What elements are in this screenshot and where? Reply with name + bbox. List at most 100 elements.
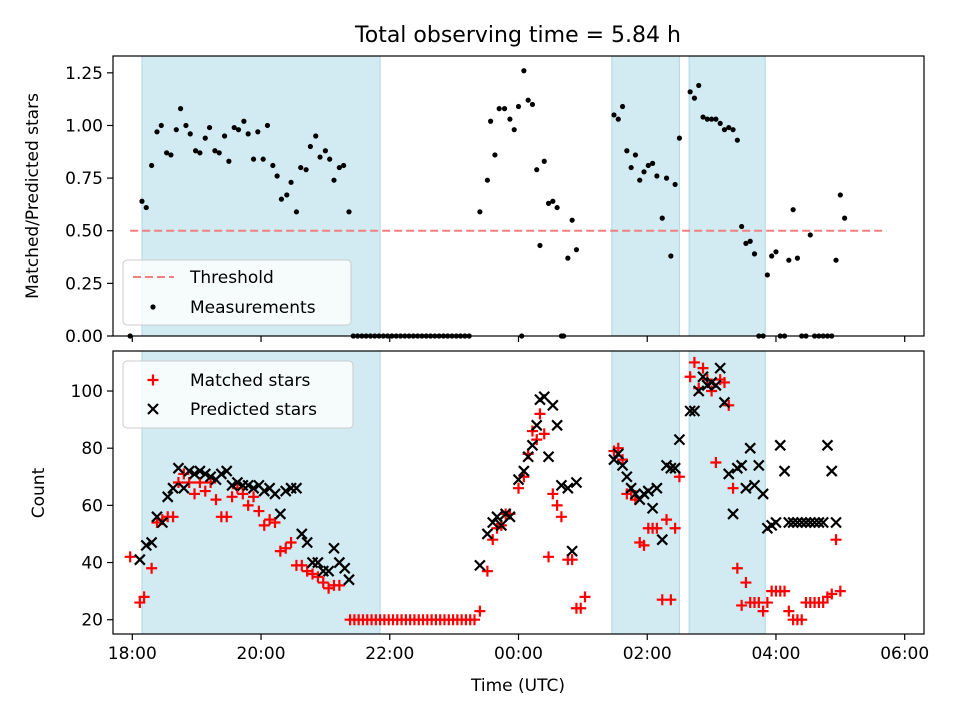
matched-star-point: [296, 559, 308, 571]
measurement-point: [569, 217, 575, 223]
measurement-point: [632, 152, 639, 158]
measurement-point: [807, 232, 813, 238]
y-tick-label: 0.25: [65, 274, 103, 294]
measurement-point: [168, 152, 174, 158]
matched-star-point: [718, 376, 730, 388]
predicted-star-point: [547, 399, 559, 412]
matched-star-point: [124, 551, 136, 563]
measurement-point: [624, 148, 630, 154]
predicted-star-point: [669, 462, 681, 474]
matched-star-point: [651, 522, 663, 534]
predicted-star-point: [651, 482, 663, 494]
x-tick-label: 00:00: [494, 644, 543, 664]
measurement-point: [331, 177, 337, 183]
predicted-star-point: [512, 473, 525, 486]
legend-measurements-label: Measurements: [190, 298, 316, 318]
measurement-point: [747, 238, 753, 244]
measurement-point: [545, 200, 552, 206]
matched-star-point: [538, 428, 550, 440]
measurement-point: [313, 133, 319, 139]
matched-star-point: [487, 534, 499, 546]
legend-box: [122, 259, 352, 326]
measurement-point: [726, 124, 732, 131]
measurement-point: [264, 122, 271, 129]
measurement-point: [611, 112, 617, 118]
matched-star-point: [210, 494, 222, 506]
predicted-star-point: [804, 516, 817, 529]
matched-star-point: [167, 511, 179, 523]
matched-star-point: [547, 488, 559, 500]
predicted-star-point: [757, 488, 769, 500]
matched-star-point: [253, 505, 265, 517]
matched-star-point: [194, 476, 206, 488]
measurement-point: [663, 175, 670, 181]
predicted-star-point: [322, 565, 335, 577]
predicted-star-point: [787, 516, 799, 529]
predicted-star-point: [312, 556, 324, 569]
measurement-point: [794, 255, 801, 261]
measurement-point: [183, 122, 189, 129]
legend-threshold-label: Threshold: [189, 268, 274, 288]
predicted-star-point: [744, 442, 756, 454]
predicted-star-point: [688, 405, 701, 417]
predicted-star-point: [808, 516, 821, 529]
predicted-star-point: [612, 448, 625, 460]
measurement-point: [235, 127, 242, 133]
measurement-point: [477, 209, 483, 215]
matched-star-point: [731, 562, 743, 574]
measurement-point: [193, 148, 199, 154]
measurement-point: [739, 223, 745, 230]
measurement-point: [696, 82, 702, 89]
matched-star-point: [736, 599, 748, 611]
measurement-point: [221, 133, 228, 139]
matched-star-point: [258, 519, 270, 531]
predicted-star-point: [504, 511, 516, 523]
measurement-point: [322, 148, 329, 154]
predicted-star-point: [530, 419, 543, 432]
predicted-star-point: [830, 516, 842, 529]
measurement-point: [278, 196, 285, 202]
measurement-point: [154, 129, 160, 135]
predicted-star-point: [518, 465, 530, 477]
predicted-star-point: [555, 479, 568, 492]
chart-title: Total observing time = 5.84 h: [354, 23, 681, 48]
x-tick-label: 18:00: [108, 644, 157, 664]
matched-star-point: [761, 597, 773, 609]
predicted-star-point: [778, 465, 791, 477]
predicted-star-point: [791, 516, 804, 529]
matched-star-point: [661, 514, 673, 526]
measurement-point: [492, 152, 498, 158]
matched-star-point: [221, 511, 233, 523]
predicted-star-point: [621, 471, 633, 483]
measurement-point: [336, 164, 342, 171]
measurement-point: [641, 169, 647, 175]
measurement-point: [143, 204, 149, 211]
predicted-star-point: [551, 419, 563, 432]
matched-star-point: [172, 476, 184, 488]
matched-star-point: [481, 565, 493, 577]
predicted-star-point: [684, 405, 696, 417]
x-tick-label: 20:00: [237, 644, 286, 664]
measurement-point: [139, 198, 145, 204]
y-tick-label: 60: [81, 496, 103, 516]
measurement-point: [212, 148, 218, 154]
matched-star-point: [534, 408, 546, 420]
predicted-star-point: [290, 482, 303, 494]
predicted-star-point: [795, 516, 808, 529]
measurement-point: [521, 68, 527, 74]
legend-predicted-swatch: [147, 403, 159, 415]
matched-star-point: [183, 476, 195, 488]
matched-star-point: [474, 605, 486, 617]
predicted-star-point: [562, 482, 574, 494]
measurement-point: [270, 162, 276, 169]
y-tick-label: 1.00: [65, 116, 103, 136]
measurement-point: [619, 103, 626, 110]
measurement-point: [687, 89, 693, 95]
measurement-point: [649, 160, 656, 166]
y-tick-label: 80: [81, 439, 103, 459]
matched-star-point: [796, 614, 808, 626]
matched-star-point: [638, 539, 650, 551]
predicted-star-point: [220, 465, 233, 477]
measurement-point: [672, 181, 678, 188]
matched-star-point: [138, 591, 150, 603]
